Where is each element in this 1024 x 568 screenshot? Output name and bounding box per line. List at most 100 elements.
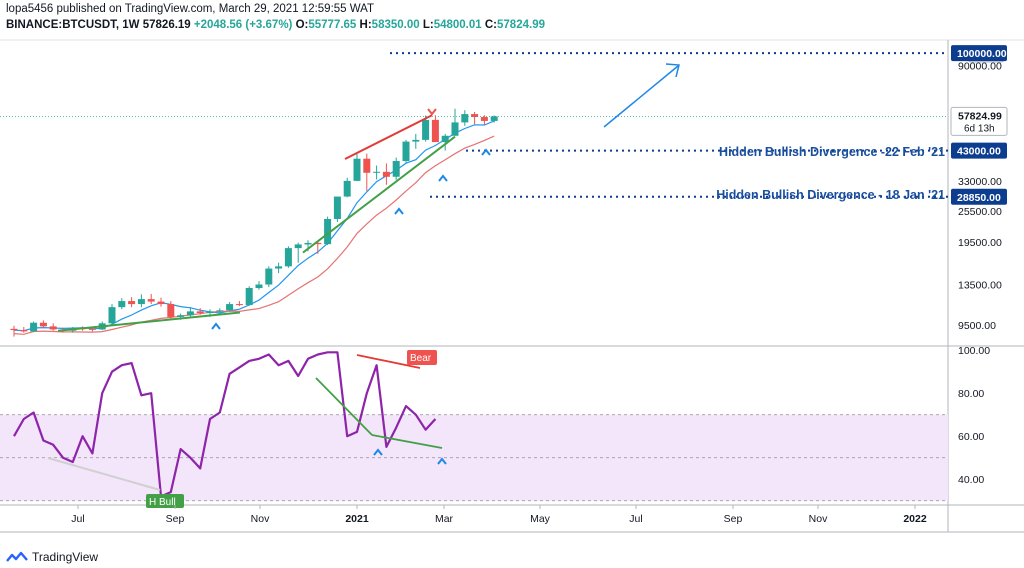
bull-marker-chevron bbox=[394, 207, 404, 215]
candle-body bbox=[314, 242, 322, 245]
candle-body bbox=[324, 218, 332, 245]
candle-body bbox=[490, 116, 498, 121]
rsi-line bbox=[13, 351, 437, 498]
price-tick-label: 9500.00 bbox=[958, 320, 996, 332]
divergence-annotation-jan: Hidden Bullish Divergence - 18 Jan '21 bbox=[716, 188, 945, 202]
low-value: 54800.01 bbox=[433, 19, 482, 31]
candle-body bbox=[30, 322, 38, 332]
bull-marker-chevron bbox=[438, 174, 448, 182]
price-level-tag bbox=[951, 188, 1007, 205]
low-label: L: bbox=[422, 19, 434, 31]
price-level-label: 100000.00 bbox=[957, 48, 1007, 60]
time-tick-label: Nov bbox=[251, 513, 270, 525]
price-tick-label: 90000.00 bbox=[958, 60, 1002, 72]
time-tick-label: Sep bbox=[724, 513, 743, 525]
rsi-tick-label: 60.00 bbox=[958, 431, 984, 443]
rsi-bear-line bbox=[356, 354, 421, 369]
time-tick-label: Sep bbox=[166, 513, 185, 525]
candle-body bbox=[284, 248, 292, 267]
candle-body bbox=[304, 242, 312, 245]
price-change: +2048.56 (+3.67%) bbox=[193, 19, 293, 31]
rsi-bull-chevron bbox=[437, 457, 447, 465]
candle-body bbox=[461, 114, 469, 123]
high-value: 58350.00 bbox=[371, 19, 420, 31]
price-level-label: 43000.00 bbox=[957, 146, 1001, 158]
candle-body bbox=[412, 139, 420, 142]
hbull-label-box bbox=[146, 494, 184, 508]
bar-countdown: 6d 13h bbox=[964, 123, 995, 134]
rsi-divergence-line-1 bbox=[315, 377, 373, 436]
candle-body bbox=[451, 122, 459, 136]
ma-slow-line bbox=[13, 135, 495, 335]
candle-body bbox=[373, 171, 381, 173]
candle-body bbox=[49, 326, 57, 330]
price-tick-label: 19500.00 bbox=[958, 237, 1002, 249]
candle-body bbox=[20, 330, 28, 332]
price-tick-label: 25500.00 bbox=[958, 206, 1002, 218]
candle-body bbox=[186, 311, 194, 316]
projection-arrow-line bbox=[603, 65, 679, 128]
candle-body bbox=[157, 301, 165, 305]
candle-body bbox=[382, 171, 390, 177]
bull-marker-chevron bbox=[481, 148, 491, 156]
candle-body bbox=[108, 307, 116, 324]
high-label: H: bbox=[359, 19, 372, 31]
price-level-tag bbox=[951, 142, 1007, 159]
candle-body bbox=[294, 244, 302, 249]
candle-body bbox=[167, 304, 175, 317]
rsi-tick-label: 80.00 bbox=[958, 388, 984, 400]
close-value: 57824.99 bbox=[497, 19, 545, 31]
bear-marker-chevron bbox=[427, 108, 437, 116]
support-trendline-2 bbox=[302, 135, 456, 254]
candle-body bbox=[137, 299, 145, 305]
last-price-tag bbox=[950, 106, 1008, 136]
time-tick-label: Nov bbox=[809, 513, 828, 525]
footer-brand[interactable]: TradingView bbox=[6, 550, 98, 564]
price-tick-label: 33000.00 bbox=[958, 176, 1002, 188]
candle-body bbox=[333, 196, 341, 219]
candle-body bbox=[147, 299, 155, 302]
rsi-bull-chevron bbox=[373, 448, 383, 456]
candle-body bbox=[216, 310, 224, 312]
bull-marker-chevron bbox=[211, 322, 221, 330]
candle-body bbox=[235, 304, 243, 306]
candle-body bbox=[177, 315, 185, 317]
support-trendline-1 bbox=[57, 311, 241, 332]
last-price-label: 57824.99 bbox=[958, 110, 1002, 122]
time-tick-label: Mar bbox=[435, 513, 454, 525]
candle-body bbox=[196, 311, 204, 314]
projection-arrow-head bbox=[665, 63, 680, 78]
candle-body bbox=[275, 266, 283, 269]
brand-name: TradingView bbox=[32, 550, 99, 564]
candle-body bbox=[402, 141, 410, 162]
rsi-divergence-line-2 bbox=[371, 434, 443, 449]
candle-body bbox=[265, 268, 273, 285]
open-value: 55777.65 bbox=[308, 19, 357, 31]
candle-body bbox=[226, 304, 234, 311]
candle-body bbox=[255, 284, 263, 289]
rsi-tick-label: 100.00 bbox=[958, 345, 990, 357]
hbull-label: H Bull bbox=[149, 497, 176, 508]
open-label: O: bbox=[295, 19, 309, 31]
time-tick-label: 2022 bbox=[903, 513, 927, 525]
candle-body bbox=[245, 288, 253, 306]
rsi-tick-label: 40.00 bbox=[958, 474, 984, 486]
candle-body bbox=[441, 135, 449, 143]
bear-label: Bear bbox=[410, 353, 432, 364]
candle-body bbox=[343, 180, 351, 197]
candle-body bbox=[422, 119, 430, 140]
symbol-ohlc-line: BINANCE:BTCUSDT, 1W 57826.19 +2048.56 (+… bbox=[6, 19, 545, 31]
bear-label-box bbox=[407, 350, 437, 365]
divergence-annotation-feb: Hidden Bullish Divergence -22 Feb '21 bbox=[719, 145, 945, 159]
time-tick-label: 2021 bbox=[345, 513, 369, 525]
time-tick-label: Jul bbox=[629, 513, 642, 525]
candle-body bbox=[363, 158, 371, 173]
candle-body bbox=[118, 301, 126, 308]
ma-fast-line bbox=[13, 120, 495, 332]
candle-body bbox=[392, 161, 400, 177]
symbol-label: BINANCE:BTCUSDT, 1W bbox=[6, 19, 140, 31]
close-label: C: bbox=[484, 19, 498, 31]
rsi-faint-line bbox=[47, 457, 161, 491]
price-tick-label: 13500.00 bbox=[958, 280, 1002, 292]
